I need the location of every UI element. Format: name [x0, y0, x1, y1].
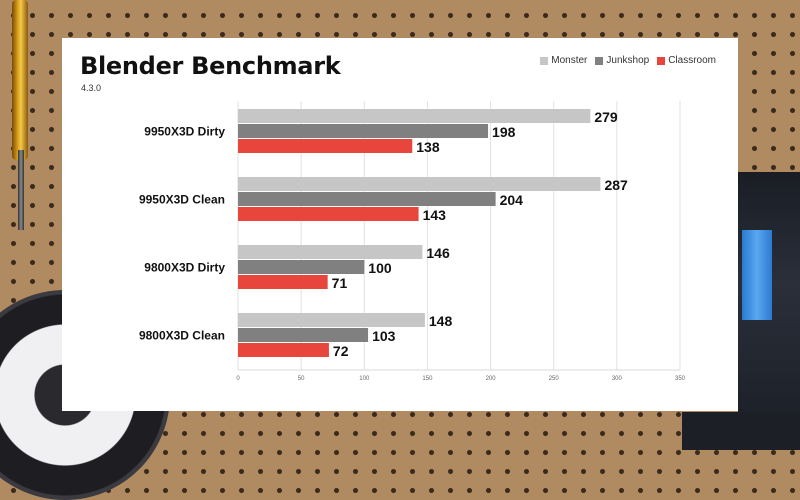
category-label: 9800X3D Clean — [139, 329, 225, 343]
bar-monster — [238, 313, 425, 327]
legend-item-classroom: Classroom — [657, 55, 716, 66]
legend-item-monster: Monster — [540, 55, 587, 66]
bar-junkshop — [238, 124, 489, 138]
x-tick-label: 150 — [422, 376, 433, 382]
data-label: 198 — [492, 124, 516, 140]
bar-classroom — [238, 275, 328, 289]
data-label: 138 — [416, 139, 440, 155]
legend-swatch-monster — [540, 56, 549, 65]
legend-swatch-junkshop — [595, 56, 604, 65]
category-label: 9800X3D Dirty — [144, 261, 225, 275]
bar-classroom — [238, 343, 329, 357]
bar-junkshop — [238, 260, 365, 274]
data-label: 146 — [426, 245, 450, 261]
bar-monster — [238, 177, 601, 191]
x-tick-label: 250 — [549, 376, 560, 382]
data-label: 143 — [423, 207, 447, 223]
chart-title: Blender Benchmark — [80, 52, 341, 80]
data-label: 287 — [604, 177, 628, 193]
bar-monster — [238, 109, 591, 123]
legend-label-junkshop: Junkshop — [606, 55, 650, 66]
x-tick-label: 100 — [359, 376, 370, 382]
data-label: 71 — [332, 275, 348, 291]
bar-junkshop — [238, 328, 369, 342]
bar-classroom — [238, 207, 419, 221]
x-tick-label: 200 — [486, 376, 497, 382]
legend-label-monster: Monster — [551, 55, 588, 66]
data-label: 204 — [500, 192, 524, 208]
screwdriver-shaft-decoration — [18, 150, 24, 230]
data-label: 279 — [594, 109, 618, 125]
chart-card: Blender Benchmark 4.3.0 Monster Junkshop… — [62, 38, 738, 411]
bar-chart: 0 50 100 150 200 250 300 350 9950X3D Dirty 279 198… — [139, 101, 686, 382]
legend-item-junkshop: Junkshop — [595, 55, 649, 66]
data-label: 148 — [429, 313, 453, 329]
bar-classroom — [238, 139, 413, 153]
chart-legend: Monster Junkshop Classroom — [540, 55, 716, 66]
x-tick-label: 50 — [298, 376, 305, 382]
x-tick-label: 350 — [675, 376, 686, 382]
screwdriver-decoration — [12, 0, 28, 160]
bar-junkshop — [238, 192, 496, 206]
data-label: 100 — [368, 260, 392, 276]
chart-subtitle: 4.3.0 — [81, 83, 102, 93]
data-label: 72 — [333, 343, 349, 359]
category-label: 9950X3D Clean — [139, 193, 225, 207]
motherboard-heatsink-decoration — [742, 230, 772, 320]
x-tick-label: 300 — [612, 376, 623, 382]
motherboard-box-decoration — [682, 412, 800, 450]
bar-monster — [238, 245, 423, 259]
legend-label-classroom: Classroom — [668, 55, 716, 66]
category-label: 9950X3D Dirty — [144, 125, 225, 139]
x-tick-label: 0 — [236, 376, 240, 382]
legend-swatch-classroom — [657, 56, 666, 65]
data-label: 103 — [372, 328, 396, 344]
